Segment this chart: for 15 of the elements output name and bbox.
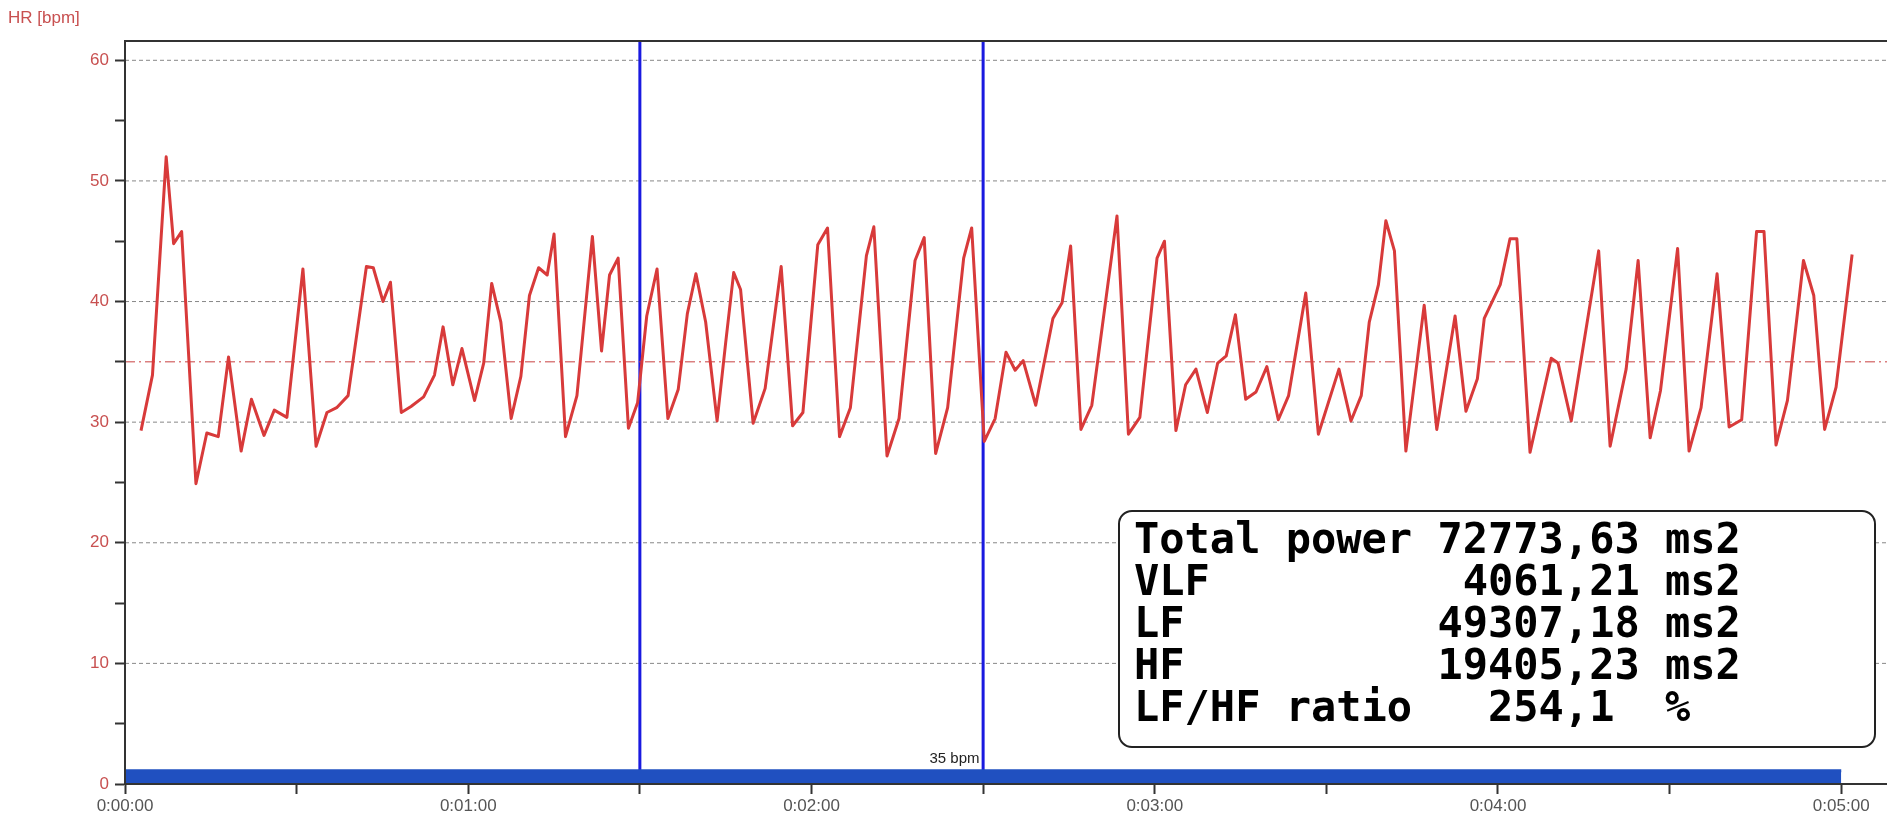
y-tick-label: 0 [99,773,109,793]
y-tick-label: 30 [90,411,109,431]
y-tick-label: 60 [90,49,109,69]
x-tick-label: 0:03:00 [1126,795,1184,815]
x-tick-label: 0:04:00 [1469,795,1527,815]
y-tick-label: 40 [90,291,109,311]
y-tick-label: 10 [90,653,109,673]
y-axis-title: HR [bpm] [8,8,80,28]
y-tick-label: 20 [90,532,109,552]
y-tick-label: 50 [90,170,109,190]
x-tick-label: 0:00:00 [96,795,154,815]
x-tick-label: 0:05:00 [1812,795,1870,815]
x-tick-label: 0:02:00 [783,795,840,815]
annotation: 35 bpm [929,749,980,767]
x-tick-label: 0:01:00 [439,795,497,815]
